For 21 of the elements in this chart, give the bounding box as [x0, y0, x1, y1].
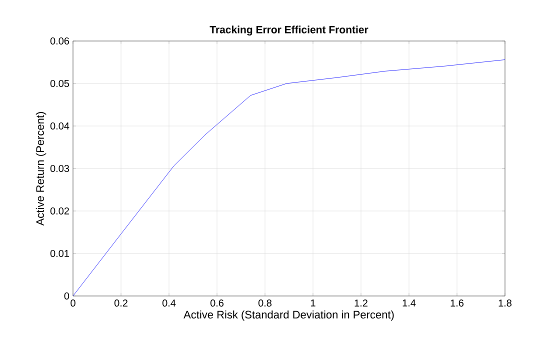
x-tick-label: 1.4	[402, 300, 416, 306]
y-tick-label: 0	[64, 292, 70, 300]
x-tick-label: 0.2	[114, 300, 128, 307]
y-tick-label: 0.06	[50, 37, 70, 45]
y-tick-label: 0.04	[50, 122, 70, 130]
y-tick-label: 0.03	[50, 164, 70, 172]
x-tick-label: 0.6	[210, 300, 224, 307]
x-tick-label: 1.8	[498, 300, 512, 307]
x-tick-label: 0.8	[258, 300, 272, 307]
y-tick-label: 0.01	[50, 250, 69, 258]
line-series	[73, 60, 505, 296]
x-tick-label: 1.2	[354, 300, 368, 306]
x-tick-label: 1	[310, 300, 316, 306]
chart-title: Tracking Error Efficient Frontier	[210, 26, 368, 36]
x-tick-label: 0.4	[162, 300, 176, 307]
x-tick-label: 0	[70, 300, 76, 307]
x-axis-title: Active Risk (Standard Deviation in Percent)	[184, 310, 394, 321]
y-tick-label: 0.05	[50, 80, 70, 88]
y-axis-title: Active Return (Percent)	[36, 112, 46, 226]
y-tick-label: 0.02	[50, 207, 69, 215]
x-tick-label: 1.6	[450, 300, 464, 307]
